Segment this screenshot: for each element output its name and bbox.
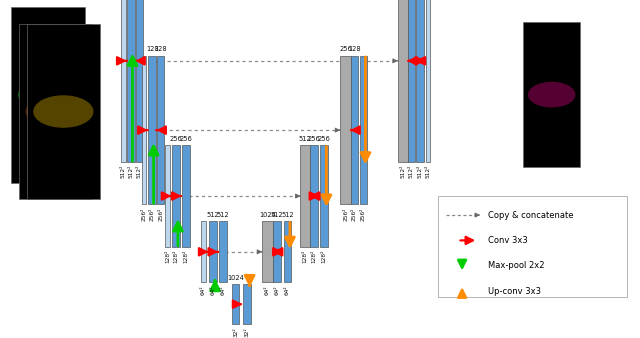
Text: 128: 128 bbox=[146, 46, 159, 52]
Text: 1024: 1024 bbox=[227, 274, 244, 281]
Text: 128²: 128² bbox=[173, 249, 179, 263]
Bar bbox=[127, 0, 135, 162]
Text: 256²: 256² bbox=[361, 207, 366, 221]
Bar bbox=[26, 24, 100, 199]
Bar bbox=[11, 7, 85, 183]
Text: 128²: 128² bbox=[321, 249, 326, 263]
Text: 64²: 64² bbox=[275, 285, 280, 294]
Bar bbox=[232, 284, 239, 324]
Bar bbox=[157, 56, 164, 204]
Bar bbox=[243, 284, 251, 324]
Text: Conv 3x3: Conv 3x3 bbox=[488, 236, 527, 245]
Text: 512²: 512² bbox=[426, 165, 431, 178]
Text: 512: 512 bbox=[207, 212, 220, 218]
Text: 128: 128 bbox=[348, 46, 361, 52]
Text: 256: 256 bbox=[339, 46, 352, 52]
Bar bbox=[142, 56, 147, 204]
Bar bbox=[136, 0, 143, 162]
Bar bbox=[219, 221, 227, 282]
Text: 64²: 64² bbox=[285, 285, 290, 294]
Text: 128²: 128² bbox=[312, 249, 317, 263]
Text: 64²: 64² bbox=[201, 285, 206, 294]
Bar bbox=[209, 221, 217, 282]
Bar bbox=[19, 24, 92, 199]
Text: 256: 256 bbox=[180, 136, 193, 142]
Text: 512: 512 bbox=[216, 212, 229, 218]
Text: 128²: 128² bbox=[302, 249, 307, 263]
Bar bbox=[523, 22, 580, 167]
Text: 256: 256 bbox=[308, 136, 321, 142]
Text: 256²: 256² bbox=[343, 207, 348, 221]
Bar bbox=[273, 221, 281, 282]
Bar bbox=[320, 145, 328, 247]
Text: 256²: 256² bbox=[150, 207, 155, 221]
Bar bbox=[351, 56, 358, 204]
Text: 512²: 512² bbox=[417, 165, 422, 178]
Text: 128²: 128² bbox=[184, 249, 189, 263]
Text: 512²: 512² bbox=[137, 165, 142, 178]
Bar bbox=[262, 221, 273, 282]
Text: 256: 256 bbox=[170, 136, 182, 142]
Text: 32²: 32² bbox=[244, 327, 250, 337]
Bar bbox=[310, 145, 318, 247]
Circle shape bbox=[529, 82, 575, 107]
Text: Max-pool 2x2: Max-pool 2x2 bbox=[488, 261, 544, 270]
Bar bbox=[165, 145, 170, 247]
Circle shape bbox=[34, 96, 93, 127]
Bar bbox=[438, 196, 627, 297]
Text: 256²: 256² bbox=[158, 207, 163, 221]
Text: 1024: 1024 bbox=[259, 212, 276, 218]
Text: 64²: 64² bbox=[211, 285, 216, 294]
Bar bbox=[284, 221, 291, 282]
Bar bbox=[360, 56, 367, 204]
Text: 512: 512 bbox=[271, 212, 284, 218]
Text: 128: 128 bbox=[154, 46, 167, 52]
Bar bbox=[148, 56, 156, 204]
Text: 64²: 64² bbox=[220, 285, 225, 294]
Bar bbox=[398, 0, 408, 162]
Bar bbox=[122, 0, 125, 162]
Text: 512²: 512² bbox=[409, 165, 414, 178]
Text: 32²: 32² bbox=[233, 327, 238, 337]
Text: 256: 256 bbox=[317, 136, 330, 142]
Text: 512²: 512² bbox=[401, 165, 406, 178]
Text: 512: 512 bbox=[281, 212, 294, 218]
Bar bbox=[426, 0, 431, 162]
Bar bbox=[201, 221, 206, 282]
Text: 512: 512 bbox=[298, 136, 311, 142]
Bar bbox=[408, 0, 415, 162]
Bar bbox=[340, 56, 351, 204]
Text: Copy & concatenate: Copy & concatenate bbox=[488, 211, 573, 220]
Bar bbox=[172, 145, 180, 247]
Text: 512²: 512² bbox=[121, 165, 126, 178]
Bar bbox=[416, 0, 424, 162]
Text: 256²: 256² bbox=[352, 207, 357, 221]
Circle shape bbox=[26, 96, 85, 127]
Text: 512²: 512² bbox=[129, 165, 134, 178]
Bar bbox=[182, 145, 190, 247]
Text: Up-conv 3x3: Up-conv 3x3 bbox=[488, 287, 541, 296]
Bar bbox=[300, 145, 310, 247]
Text: 256²: 256² bbox=[141, 207, 147, 221]
Text: 64²: 64² bbox=[265, 285, 270, 294]
Circle shape bbox=[19, 79, 77, 110]
Text: 128²: 128² bbox=[165, 249, 170, 263]
